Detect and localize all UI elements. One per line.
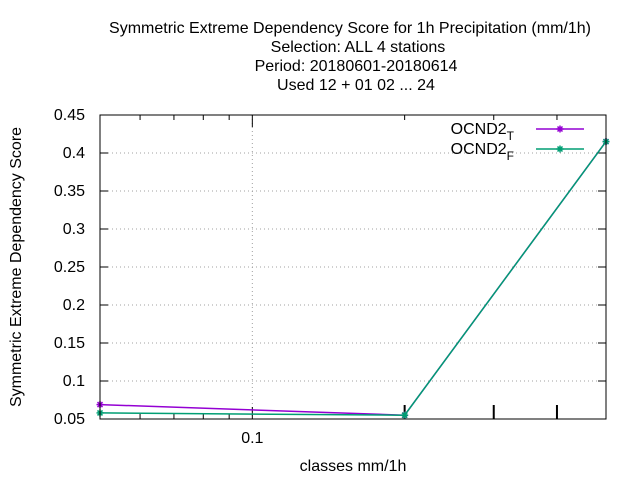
- legend-entry: OCND2T: [451, 121, 584, 143]
- plot-frame: [99, 114, 607, 420]
- x-ticks: 0.1: [241, 115, 264, 447]
- y-tick-label: 0.15: [54, 335, 85, 352]
- y-tick-label: 0.25: [54, 259, 85, 276]
- legend-series-subscript: T: [507, 129, 515, 143]
- chart-title: Symmetric Extreme Dependency Score for 1…: [109, 20, 591, 94]
- title-line-3: Period: 20180601-20180614: [255, 58, 458, 75]
- legend-series-name: OCND2: [451, 141, 507, 158]
- grid-lines: [100, 114, 606, 420]
- legend-entry: OCND2F: [451, 141, 584, 163]
- series-line: [99, 141, 607, 416]
- y-axis-label: Symmetric Extreme Dependency Score: [8, 127, 25, 407]
- legend-marker: [556, 125, 564, 133]
- legend-label: OCND2T: [451, 121, 515, 143]
- title-line-4: Used 12 + 01 02 ... 24: [277, 77, 435, 94]
- y-tick-label: 0.4: [63, 145, 85, 162]
- series-group: [96, 138, 610, 419]
- legend-series-name: OCND2: [451, 121, 507, 138]
- y-tick-label: 0.35: [54, 183, 85, 200]
- series-line: [99, 141, 607, 416]
- data-point: [401, 411, 409, 419]
- y-tick-label: 0.1: [63, 373, 85, 390]
- y-ticks: 0.05 0.1 0.15 0.2 0.25 0.3 0.35 0.4 0.45: [54, 107, 606, 428]
- legend-series-subscript: F: [507, 149, 514, 163]
- y-tick-label: 0.3: [63, 221, 85, 238]
- title-line-2: Selection: ALL 4 stations: [271, 39, 446, 56]
- legend-label: OCND2F: [451, 141, 514, 163]
- y-tick-label: 0.2: [63, 297, 85, 314]
- y-tick-label: 0.05: [54, 411, 85, 428]
- series-ocnd2-f: [96, 138, 610, 419]
- title-line-1: Symmetric Extreme Dependency Score for 1…: [109, 20, 591, 37]
- x-axis-label: classes mm/1h: [300, 458, 407, 475]
- series-ocnd2-t: [96, 138, 610, 419]
- x-tick-label: 0.1: [241, 430, 263, 447]
- legend-marker: [556, 145, 564, 153]
- y-tick-label: 0.45: [54, 107, 85, 124]
